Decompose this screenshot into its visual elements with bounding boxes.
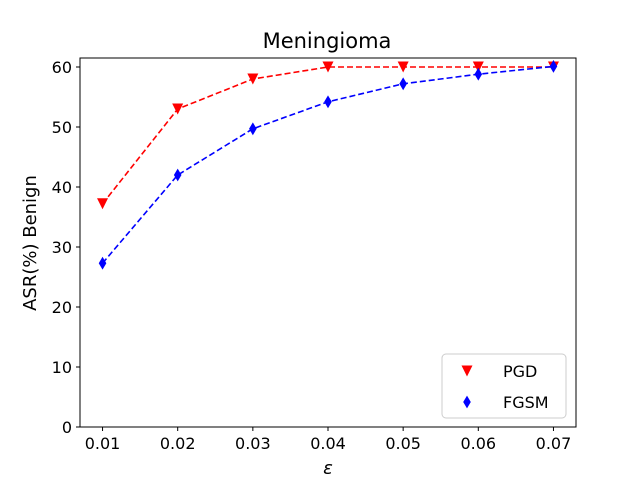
x-tick-label: 0.07 xyxy=(536,434,572,453)
legend-label-pgd: PGD xyxy=(503,362,537,381)
legend-items: PGD FGSM xyxy=(461,362,549,412)
data-point-fgsm xyxy=(98,256,107,270)
x-tick-label: 0.06 xyxy=(460,434,496,453)
legend-marker-fgsm xyxy=(463,395,471,409)
data-point-pgd xyxy=(172,103,184,115)
data-point-pgd xyxy=(322,61,334,73)
x-tick-label: 0.01 xyxy=(85,434,121,453)
x-axis-title: ε xyxy=(323,458,333,479)
legend-box xyxy=(441,353,567,419)
series-layer xyxy=(97,60,559,270)
legend: PGD FGSM xyxy=(441,353,567,419)
x-tick-label: 0.03 xyxy=(235,434,271,453)
y-axis: 0 10 20 30 40 50 60 xyxy=(52,58,80,437)
data-point-pgd xyxy=(397,61,409,73)
y-tick-label: 60 xyxy=(52,58,72,77)
y-tick-label: 50 xyxy=(52,118,72,137)
x-axis: 0.01 0.02 0.03 0.04 0.05 0.06 0.07 xyxy=(85,427,572,453)
chart-title: Meningioma xyxy=(263,29,392,53)
x-tick-label: 0.02 xyxy=(160,434,196,453)
data-point-fgsm xyxy=(324,95,332,109)
x-tick-label: 0.05 xyxy=(385,434,421,453)
y-tick-label: 20 xyxy=(52,298,72,317)
y-tick-label: 0 xyxy=(62,418,72,437)
data-point-fgsm xyxy=(474,67,483,81)
data-point-pgd xyxy=(472,61,484,73)
legend-marker-pgd xyxy=(461,365,473,377)
y-tick-label: 10 xyxy=(52,358,72,377)
legend-label-fgsm: FGSM xyxy=(503,393,549,412)
y-tick-label: 40 xyxy=(52,178,72,197)
data-point-fgsm xyxy=(549,60,558,73)
data-point-fgsm xyxy=(399,77,407,91)
y-axis-title: ASR(%) Benign xyxy=(20,175,41,311)
data-point-fgsm xyxy=(249,122,257,136)
data-point-fgsm xyxy=(173,168,182,182)
data-point-pgd xyxy=(97,198,109,210)
x-tick-label: 0.04 xyxy=(310,434,346,453)
data-point-pgd xyxy=(247,73,259,85)
y-tick-label: 30 xyxy=(52,238,72,257)
